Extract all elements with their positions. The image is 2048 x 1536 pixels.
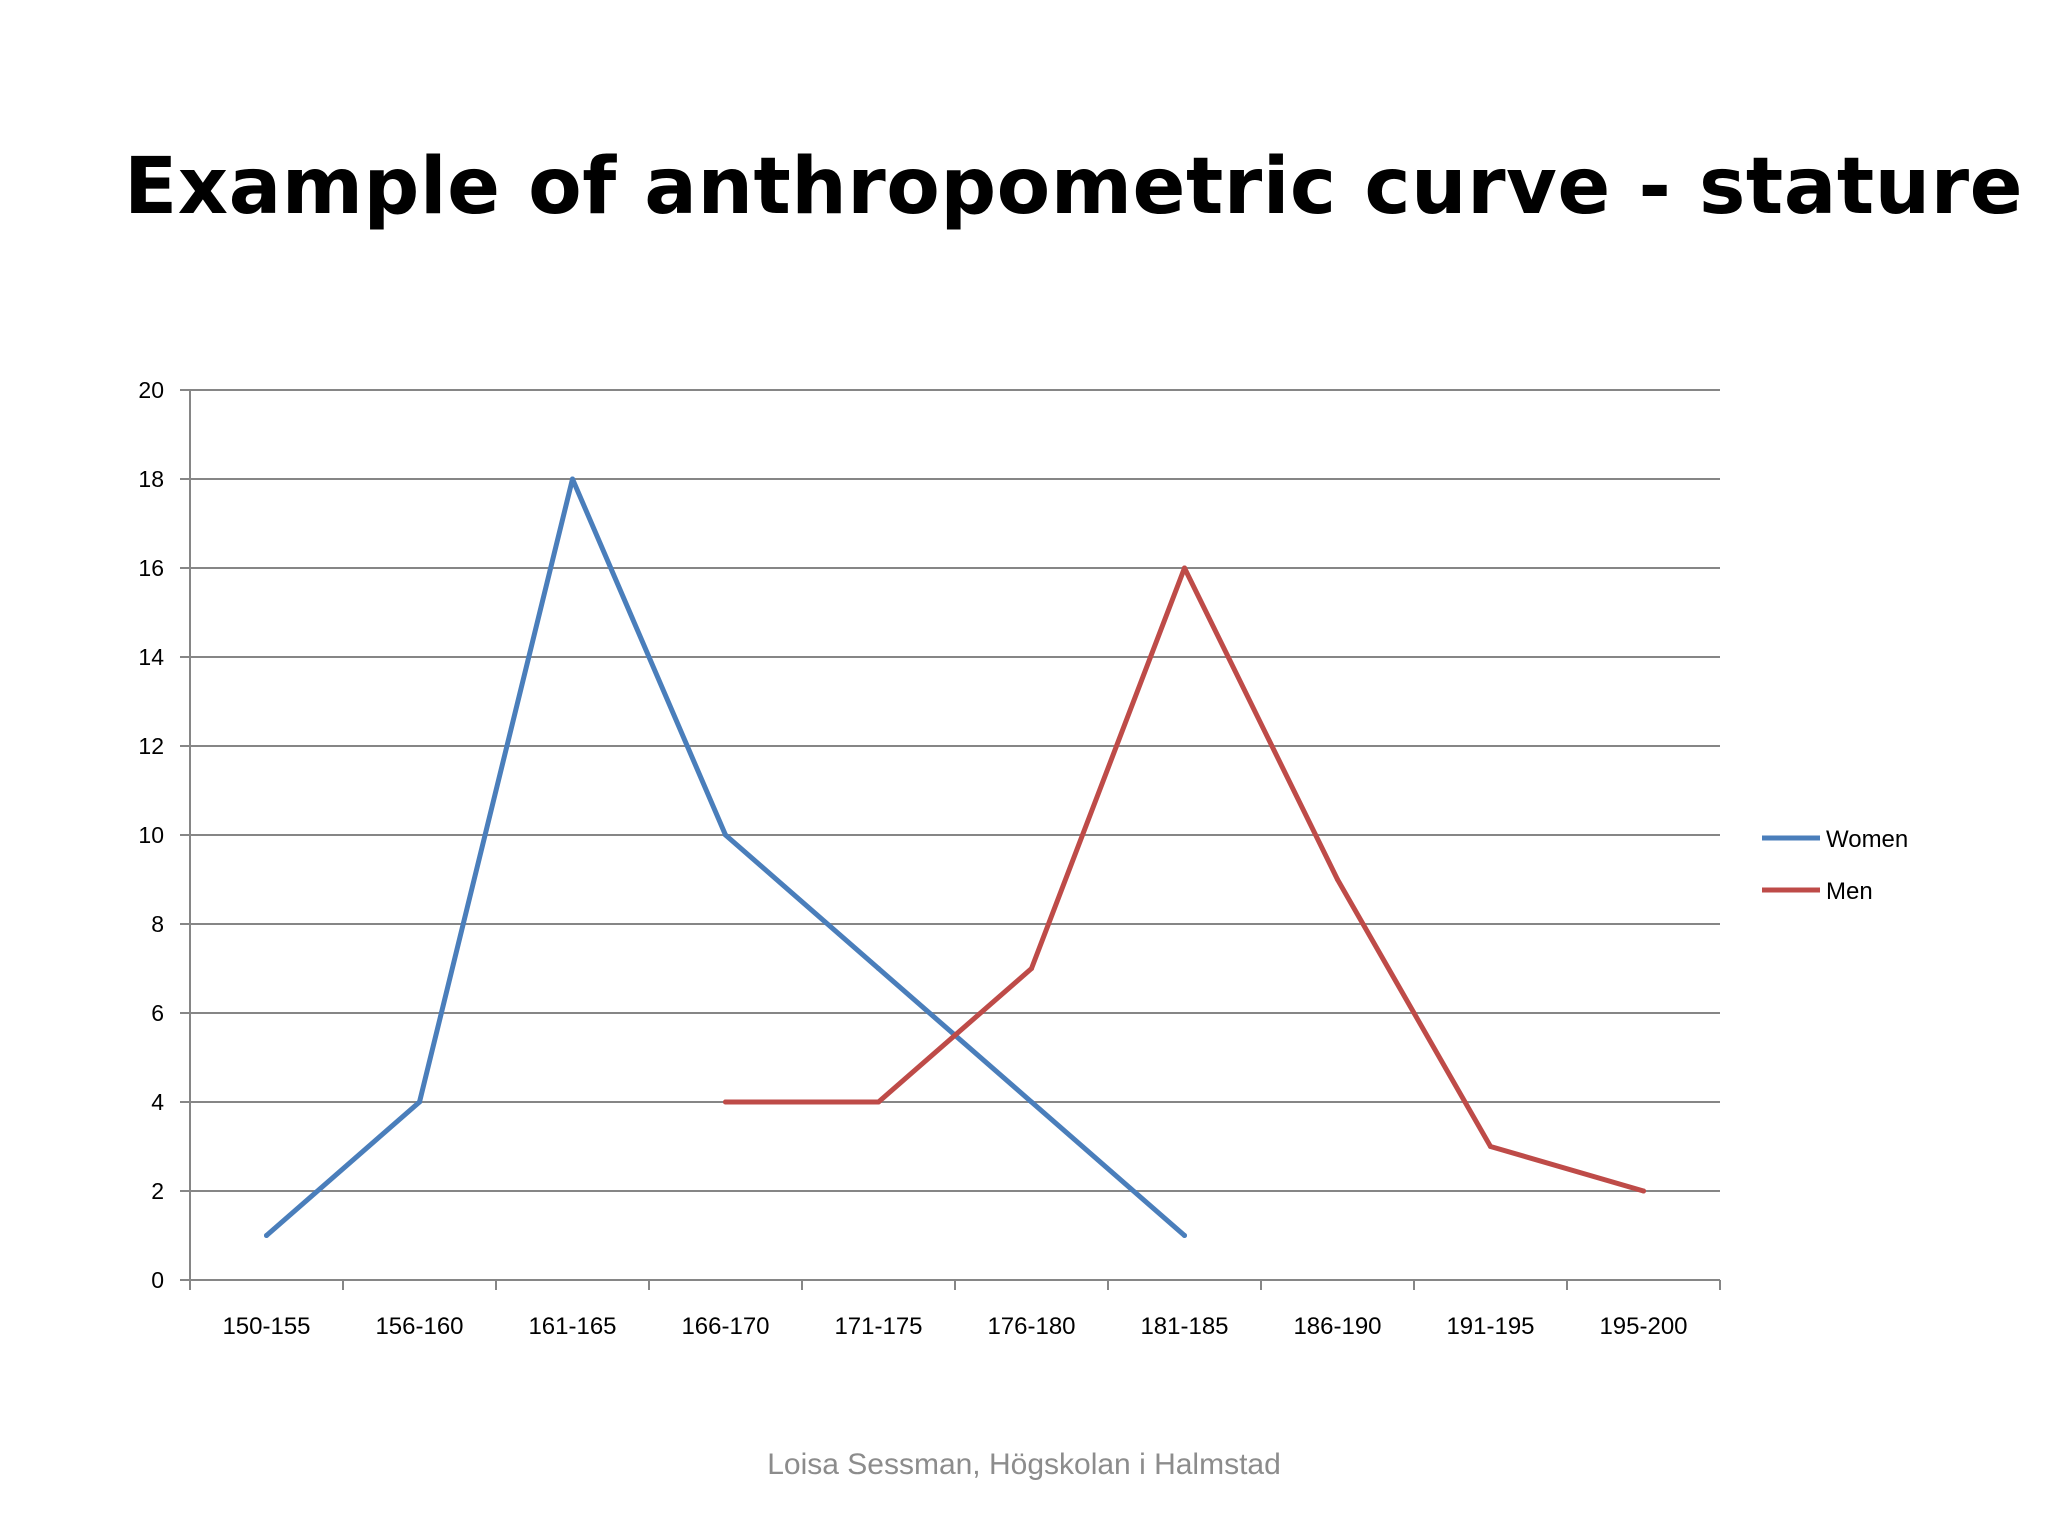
slide-title: Example of anthropometric curve - statur… [124, 142, 2024, 232]
data-point-women [570, 476, 575, 482]
x-tick-label: 161-165 [528, 1313, 616, 1340]
x-tick-label: 156-160 [375, 1313, 463, 1340]
legend: Women Men [1762, 826, 1908, 905]
y-tick-label: 0 [151, 1267, 164, 1293]
y-tick-label: 4 [151, 1089, 164, 1115]
y-tick-label: 6 [151, 1000, 164, 1026]
gridlines [190, 389, 1720, 1192]
y-tick-label: 16 [138, 555, 164, 581]
y-tick-label: 8 [151, 911, 164, 937]
x-tick-label: 195-200 [1599, 1313, 1687, 1340]
data-point-women [1029, 1099, 1034, 1105]
x-tick-label: 171-175 [834, 1313, 922, 1340]
y-tick-label: 12 [138, 733, 164, 759]
x-tick-label: 166-170 [681, 1313, 769, 1340]
data-point-women [264, 1233, 269, 1238]
series-line-men [723, 565, 1646, 1194]
y-tick-label: 14 [138, 644, 164, 670]
data-point-men [876, 1099, 881, 1105]
data-point-women [723, 832, 728, 838]
data-point-men [1182, 565, 1187, 571]
y-tick-label: 18 [138, 466, 164, 492]
data-point-men [1488, 1144, 1493, 1149]
legend-label-men: Men [1826, 878, 1873, 905]
series-line-women [264, 476, 1187, 1238]
y-tick-label: 2 [151, 1178, 164, 1204]
data-point-women [876, 966, 881, 971]
data-point-men [1029, 966, 1034, 971]
data-point-men [723, 1099, 728, 1105]
x-tick-label: 186-190 [1293, 1313, 1381, 1340]
data-point-women [417, 1099, 422, 1105]
slide-footer: Loisa Sessman, Högskolan i Halmstad [767, 1448, 1281, 1481]
x-tick-label: 150-155 [222, 1313, 310, 1340]
y-tick-label: 20 [138, 377, 164, 403]
data-point-men [1641, 1188, 1646, 1194]
x-tick-label: 181-185 [1140, 1313, 1228, 1340]
data-point-men [1335, 877, 1340, 882]
data-point-women [1182, 1233, 1187, 1238]
series-lines [264, 476, 1646, 1238]
y-tick-label: 10 [138, 822, 164, 848]
x-tick-label: 176-180 [987, 1313, 1075, 1340]
legend-label-women: Women [1826, 826, 1908, 853]
axes: 0 2 4 6 8 10 12 14 16 18 20 150-155 156-160 161-165 16… [138, 377, 1721, 1340]
x-tick-label: 191-195 [1446, 1313, 1534, 1340]
